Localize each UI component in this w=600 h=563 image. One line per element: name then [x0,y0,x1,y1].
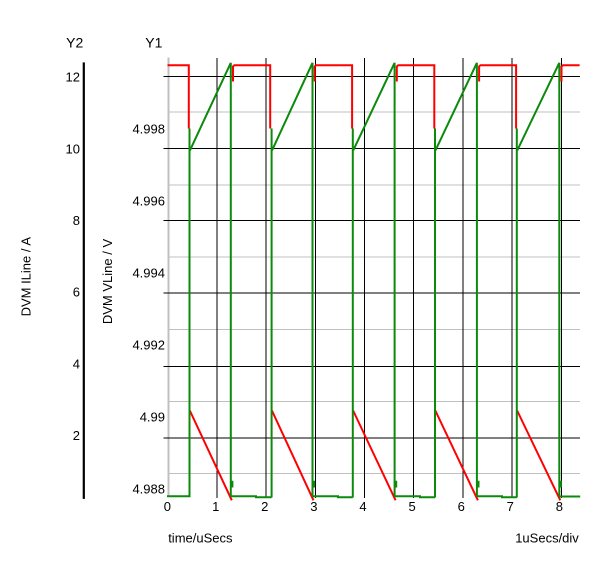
svg-text:3: 3 [310,499,317,514]
svg-text:7: 7 [507,499,514,514]
svg-text:4.998: 4.998 [132,122,165,137]
svg-text:4.988: 4.988 [132,481,165,496]
svg-text:2: 2 [261,499,268,514]
svg-text:DVM VLine / V: DVM VLine / V [100,239,115,325]
svg-text:5: 5 [408,499,415,514]
svg-text:1: 1 [212,499,219,514]
svg-text:12: 12 [66,70,80,85]
svg-text:8: 8 [73,213,80,228]
svg-text:0: 0 [164,499,171,514]
svg-text:Y1: Y1 [145,34,162,50]
svg-text:4.99: 4.99 [140,409,165,424]
svg-text:8: 8 [556,499,563,514]
svg-text:time/uSecs: time/uSecs [168,530,233,545]
svg-text:4.996: 4.996 [132,194,165,209]
svg-text:1uSecs/div: 1uSecs/div [515,530,579,545]
svg-text:4: 4 [359,499,366,514]
svg-text:Y2: Y2 [66,34,83,50]
svg-text:6: 6 [73,285,80,300]
svg-text:4.992: 4.992 [132,338,165,353]
svg-text:2: 2 [73,428,80,443]
svg-text:4.994: 4.994 [132,266,165,281]
svg-text:6: 6 [458,499,465,514]
svg-text:10: 10 [66,141,80,156]
svg-text:4: 4 [73,356,80,371]
svg-text:DVM ILine / A: DVM ILine / A [18,237,33,317]
